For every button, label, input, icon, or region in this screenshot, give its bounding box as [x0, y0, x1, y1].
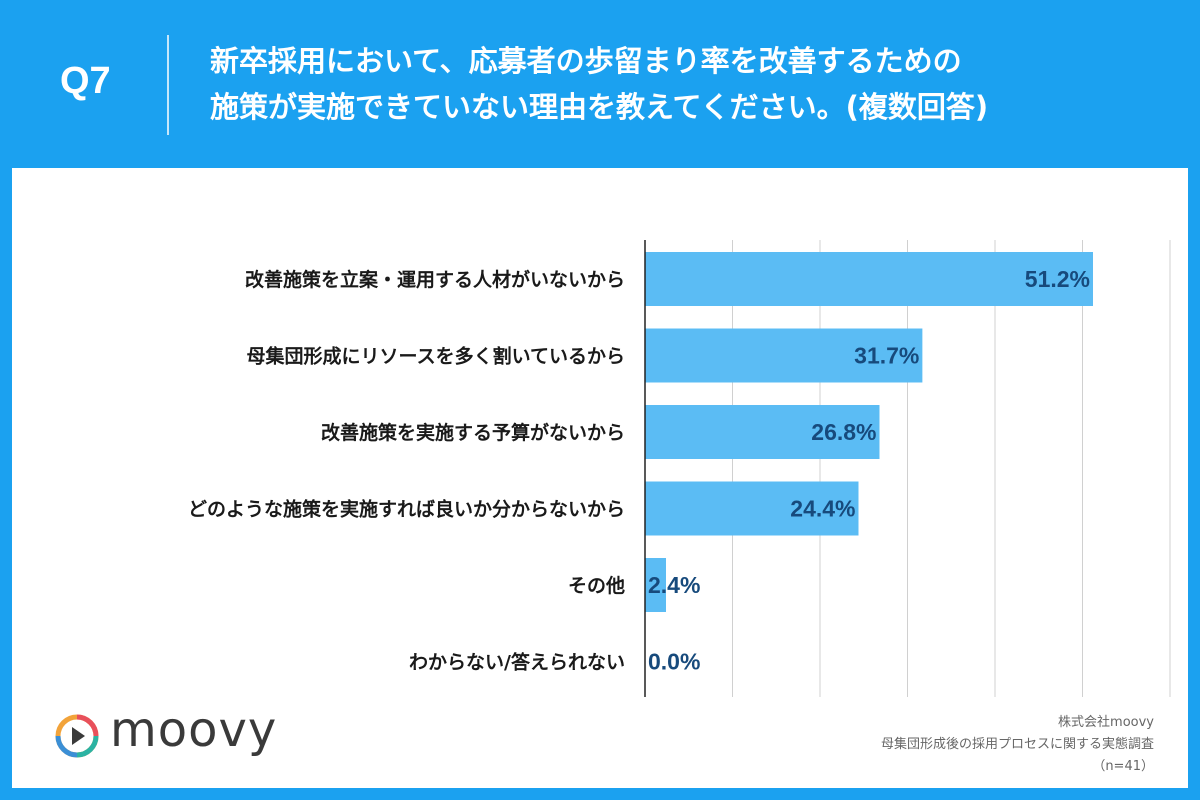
- value-label: 2.4%: [648, 572, 700, 598]
- value-label: 31.7%: [854, 343, 919, 369]
- source-company: 株式会社moovy: [1058, 715, 1154, 730]
- value-label: 0.0%: [648, 649, 700, 675]
- header-divider: [167, 35, 169, 135]
- logo-text: moovy: [110, 702, 278, 758]
- question-number: Q7: [60, 60, 111, 102]
- bar: [645, 252, 1093, 306]
- category-label: 母集団形成にリソースを多く割いているから: [247, 345, 625, 368]
- source-sample: （n=41）: [1092, 759, 1154, 774]
- category-label: その他: [568, 574, 625, 597]
- bar: [645, 328, 923, 383]
- source-survey: 母集団形成後の採用プロセスに関する実態調査: [880, 737, 1154, 752]
- bar: [645, 481, 859, 536]
- question-title-line-1: 新卒採用において、応募者の歩留まり率を改善するための: [210, 44, 962, 78]
- category-label: わからない/答えられない: [409, 651, 625, 674]
- bar: [645, 405, 880, 459]
- question-title: 新卒採用において、応募者の歩留まり率を改善するための 施策が実施できていない理由…: [210, 38, 1170, 130]
- category-label: 改善施策を実施する予算がないから: [321, 421, 625, 444]
- header: Q7 新卒採用において、応募者の歩留まり率を改善するための 施策が実施できていな…: [0, 0, 1200, 168]
- category-label: どのような施策を実施すれば良いか分からないから: [188, 498, 625, 521]
- bar: [645, 558, 666, 612]
- category-label: 改善施策を立案・運用する人材がいないから: [245, 268, 625, 291]
- moovy-logo-icon: [55, 714, 99, 758]
- source-note: 株式会社moovy 母集団形成後の採用プロセスに関する実態調査 （n=41）: [754, 712, 1154, 778]
- value-label: 24.4%: [790, 496, 855, 522]
- value-label: 26.8%: [811, 419, 876, 445]
- question-title-line-2: 施策が実施できていない理由を教えてください。(複数回答): [210, 90, 989, 124]
- value-label: 51.2%: [1025, 266, 1090, 292]
